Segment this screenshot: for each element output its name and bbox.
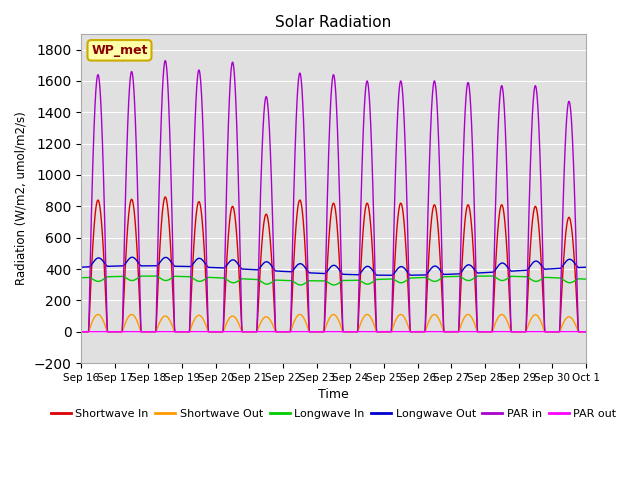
X-axis label: Time: Time: [318, 388, 349, 401]
Title: Solar Radiation: Solar Radiation: [275, 15, 392, 30]
Text: WP_met: WP_met: [92, 44, 148, 57]
Legend: Shortwave In, Shortwave Out, Longwave In, Longwave Out, PAR in, PAR out: Shortwave In, Shortwave Out, Longwave In…: [46, 405, 621, 423]
Y-axis label: Radiation (W/m2, umol/m2/s): Radiation (W/m2, umol/m2/s): [15, 112, 28, 286]
